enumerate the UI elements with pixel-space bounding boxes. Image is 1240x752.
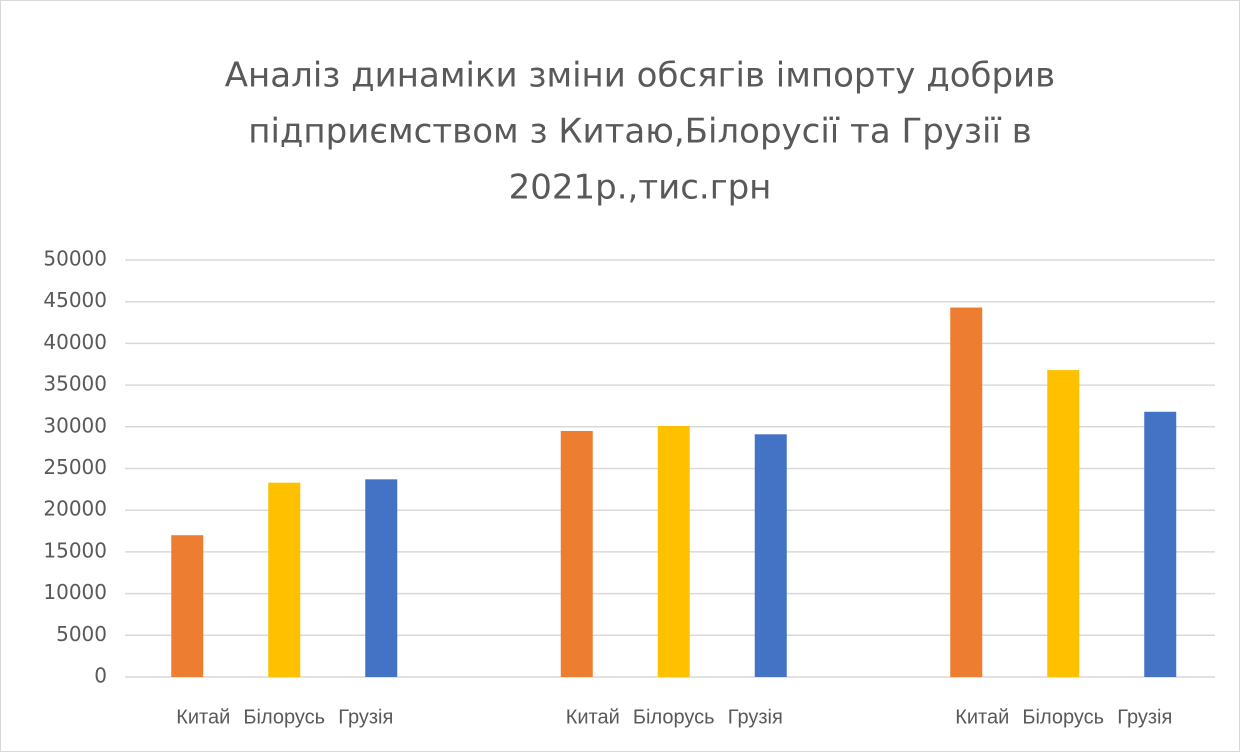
bar: [561, 431, 593, 677]
x-tick-label: Білорусь: [243, 706, 325, 728]
y-tick-label: 5000: [56, 622, 107, 646]
chart-title: 2021р.,тис.грн: [509, 168, 772, 208]
x-tick-label: Білорусь: [633, 706, 715, 728]
x-tick-label: Грузія: [728, 706, 783, 728]
bar: [1144, 412, 1176, 677]
bar: [268, 483, 300, 677]
y-tick-label: 0: [94, 664, 107, 688]
x-tick-label: Китай: [566, 706, 620, 728]
y-tick-label: 40000: [43, 330, 107, 354]
y-tick-label: 30000: [43, 413, 107, 437]
chart-title: підприємством з Китаю,Білорусії та Грузі…: [248, 112, 1032, 152]
chart: Аналіз динаміки зміни обсягів імпорту до…: [0, 0, 1240, 752]
y-tick-label: 15000: [43, 538, 107, 562]
bar: [1047, 370, 1079, 677]
y-tick-label: 45000: [43, 288, 107, 312]
x-tick-label: Грузія: [1117, 706, 1172, 728]
bar: [171, 535, 203, 677]
y-tick-label: 10000: [43, 580, 107, 604]
x-tick-label: Білорусь: [1022, 706, 1104, 728]
x-tick-label: Грузія: [338, 706, 393, 728]
y-tick-label: 25000: [43, 455, 107, 479]
bar: [365, 479, 397, 677]
bar: [950, 308, 982, 677]
y-tick-label: 20000: [43, 497, 107, 521]
y-tick-label: 50000: [43, 247, 107, 271]
x-tick-label: Китай: [955, 706, 1009, 728]
chart-title: Аналіз динаміки зміни обсягів імпорту до…: [225, 56, 1055, 96]
x-tick-label: Китай: [176, 706, 230, 728]
bar: [755, 434, 787, 677]
y-tick-label: 35000: [43, 372, 107, 396]
bar: [658, 426, 690, 677]
